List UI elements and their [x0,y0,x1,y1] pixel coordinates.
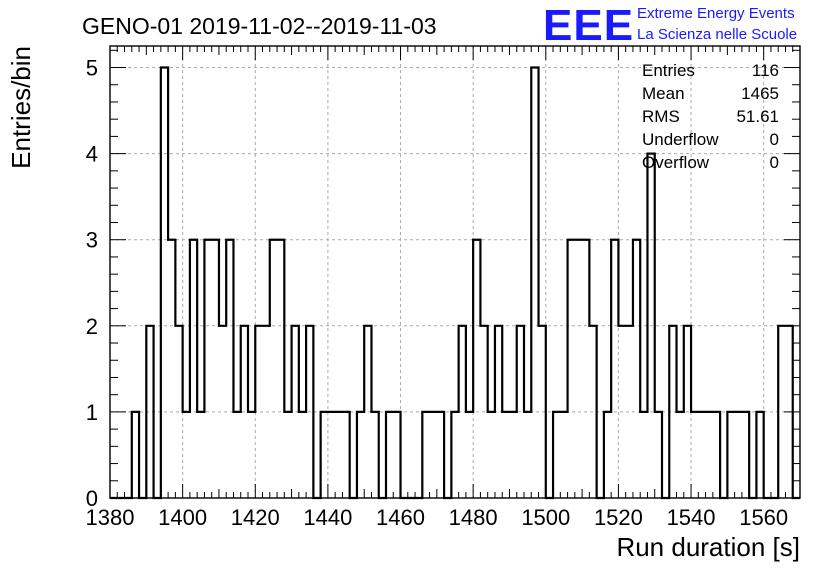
logo-line-1: Extreme Energy Events [637,5,795,22]
stat-label: Overflow [642,153,710,172]
stats-box: Entries 116 Mean 1465 RMS 51.61 Underflow 0 Over… [642,61,779,172]
histogram-bin [488,412,495,498]
x-tick-label: 1560 [739,505,788,530]
histogram-bin [735,412,742,498]
histogram-bin [233,412,240,498]
histogram-bin [299,412,306,498]
histogram-bin [466,412,473,498]
histogram-bin [509,412,516,498]
histogram-bin [640,412,647,498]
y-tick-label: 1 [86,400,98,425]
plot-frame [109,45,801,499]
x-tick-label: 1540 [667,505,716,530]
histogram-bin [524,412,531,498]
y-tick-label: 2 [86,314,98,339]
y-axis-label: Entries/bin [6,46,36,169]
x-tick-labels: 1380 1400 1420 1440 1460 1480 1500 1520 1540 1560 [86,505,789,530]
x-tick-label: 1400 [158,505,207,530]
chart-title: GENO-01 2019-11-02--2019-11-03 [82,13,437,39]
x-tick-label: 1500 [521,505,570,530]
eee-logo: EEE Extreme Energy Events La Scienza nel… [543,1,797,50]
stat-value: 0 [770,130,779,149]
histogram-bin [328,412,335,498]
histogram-bin [677,412,684,498]
logo-mark: EEE [543,1,634,50]
y-tick-label: 3 [86,228,98,253]
x-tick-label: 1480 [449,505,498,530]
histogram-bin [430,412,437,498]
y-tick-labels: 0 1 2 3 4 5 [86,56,98,511]
logo-line-2: La Scienza nelle Scuole [637,26,797,43]
stat-value: 51.61 [736,107,779,126]
histogram-bin [197,412,204,498]
histogram-bin [183,412,190,498]
x-tick-label: 1460 [376,505,425,530]
histogram-outline [110,66,800,500]
x-tick-label: 1440 [303,505,352,530]
stat-label: Mean [642,84,685,103]
grid-lines [110,46,800,498]
histogram-bin [691,412,698,498]
histogram-bin [575,240,582,498]
histogram-bin [248,412,255,498]
x-tick-label: 1520 [594,505,643,530]
stat-value: 116 [752,61,779,80]
axis-ticks [109,46,801,499]
histogram-bin [502,412,509,498]
stat-label: RMS [642,107,680,126]
histogram-bin [698,412,705,498]
histogram-bin [706,412,713,498]
stat-value: 0 [770,153,779,172]
y-tick-label: 0 [86,486,98,511]
stat-value: 1465 [741,84,779,103]
x-tick-label: 1420 [231,505,280,530]
x-axis-label: Run duration [s] [616,532,800,562]
x-tick-label: 1380 [86,505,135,530]
y-tick-label: 5 [86,56,98,81]
histogram-bin [284,412,291,498]
histogram-bin [560,412,567,498]
stat-label: Entries [642,61,695,80]
histogram-bin [335,412,342,498]
y-tick-label: 4 [86,142,98,167]
stat-label: Underflow [642,130,719,149]
